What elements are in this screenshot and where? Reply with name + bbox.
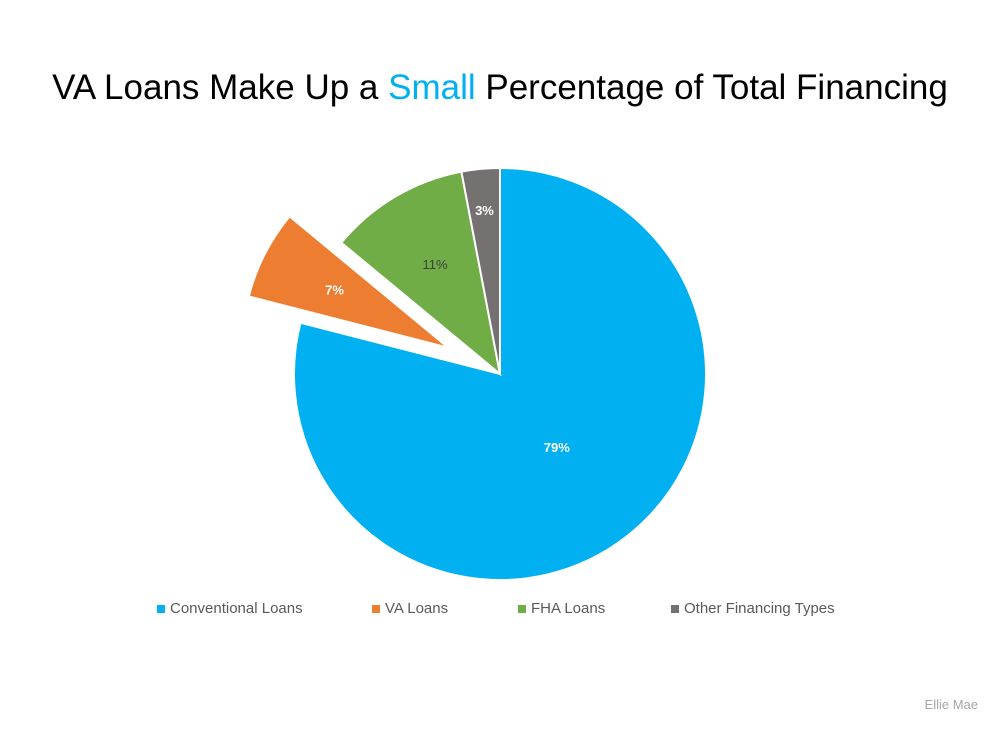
title-part: VA Loans Make Up a <box>52 68 389 107</box>
legend-label: Other Financing Types <box>684 600 835 617</box>
title-part: Percentage of Total Financing <box>475 68 948 107</box>
data-label: 79% <box>544 440 570 455</box>
data-label: 3% <box>475 203 494 218</box>
data-label: 7% <box>325 283 344 298</box>
pie-slice-va-loans <box>247 214 449 349</box>
legend-swatch <box>157 604 165 613</box>
title-highlight: Small <box>388 68 476 107</box>
source-credit: Ellie Mae <box>924 697 978 712</box>
legend-item-va: VA Loans <box>372 600 448 617</box>
legend: Conventional Loans VA Loans FHA Loans Ot… <box>0 600 1000 620</box>
legend-item-other: Other Financing Types <box>671 600 835 617</box>
data-label: 11% <box>422 257 447 272</box>
pie-slice-fha-loans <box>339 170 502 377</box>
legend-label: FHA Loans <box>531 600 606 617</box>
legend-label: VA Loans <box>385 600 449 617</box>
legend-item-fha: FHA Loans <box>518 600 605 617</box>
legend-swatch <box>671 604 679 613</box>
chart-title: VA Loans Make Up a Small Percentage of T… <box>0 68 1000 108</box>
legend-swatch <box>518 604 526 613</box>
pie-slice-other-financing-types <box>460 166 501 375</box>
legend-item-conventional: Conventional Loans <box>157 600 303 617</box>
legend-swatch <box>372 604 380 613</box>
legend-label: Conventional Loans <box>170 600 303 617</box>
